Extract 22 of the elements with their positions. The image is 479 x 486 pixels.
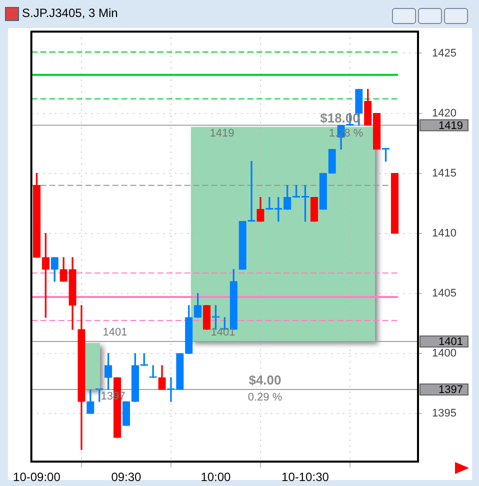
- y-tick-label: 1415: [432, 167, 456, 180]
- x-tick-label: 10-09:00: [13, 470, 61, 484]
- ref-line-label: 1419: [438, 120, 463, 132]
- annotation: 0.29 %: [248, 392, 282, 404]
- annotation: 1401: [210, 326, 236, 338]
- y-tick-label: 1425: [432, 47, 456, 60]
- ref-line-label: 1397: [438, 384, 463, 396]
- y-tick-label: 1395: [432, 408, 456, 420]
- x-tick-label: 09:30: [111, 470, 142, 484]
- chart-title: S.JP.J3405, 3 Min: [22, 6, 118, 20]
- annotation: $4.00: [248, 372, 282, 388]
- candlestick: [167, 377, 175, 402]
- y-tick-label: 1405: [432, 287, 456, 300]
- candlestick: [149, 365, 157, 378]
- y-tick-label: 1400: [432, 348, 456, 360]
- x-tick-label: 10-10:30: [282, 470, 330, 484]
- y-tick-label: 1410: [432, 227, 456, 240]
- ref-line-label: 1401: [438, 336, 463, 348]
- annotation: 1419: [210, 128, 234, 140]
- y-tick-label: 1420: [432, 107, 456, 120]
- annotation: 1401: [102, 326, 128, 338]
- x-tick-label: 10:00: [200, 470, 232, 484]
